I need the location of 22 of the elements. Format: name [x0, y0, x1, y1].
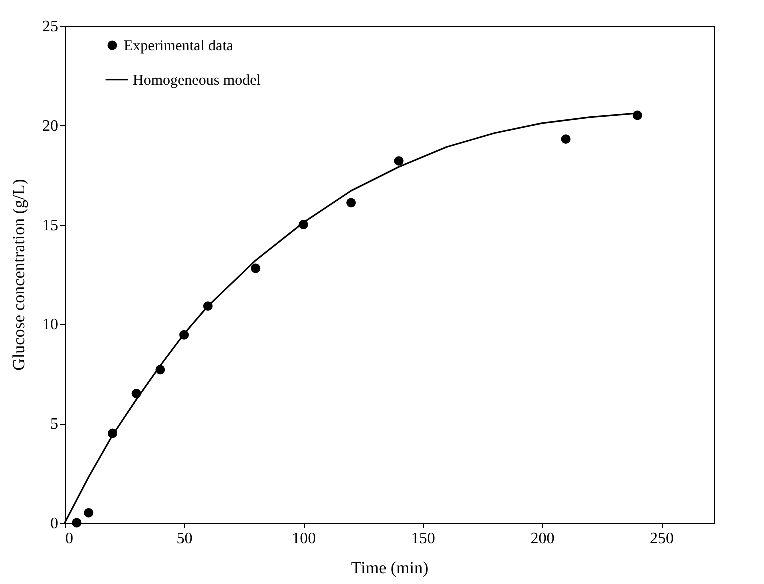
- x-tick-label: 200: [530, 530, 555, 548]
- x-axis-title: Time (min): [351, 558, 429, 578]
- point: [72, 518, 82, 528]
- x-tick-label: 50: [176, 530, 193, 548]
- legend-label: Experimental data: [124, 38, 234, 54]
- x-tick-label: 0: [66, 530, 74, 548]
- legend-label: Homogeneous model: [133, 73, 261, 89]
- y-axis-title: Glucose concentration (g/L): [10, 179, 28, 371]
- y-tick-label: 25: [42, 18, 58, 36]
- y-tick-label: 5: [50, 416, 58, 434]
- point: [251, 264, 261, 274]
- point: [346, 198, 356, 208]
- x-tick-label: 150: [411, 530, 436, 548]
- y-tick-label: 20: [42, 118, 58, 135]
- point: [84, 508, 94, 518]
- point: [394, 156, 404, 166]
- x-tick-label: 100: [292, 530, 316, 548]
- y-tick-label: 15: [42, 217, 58, 234]
- y-tick-label: 10: [42, 316, 58, 334]
- x-tick-label: 250: [650, 530, 674, 548]
- y-tick-label: 0: [50, 516, 58, 532]
- point: [561, 134, 571, 144]
